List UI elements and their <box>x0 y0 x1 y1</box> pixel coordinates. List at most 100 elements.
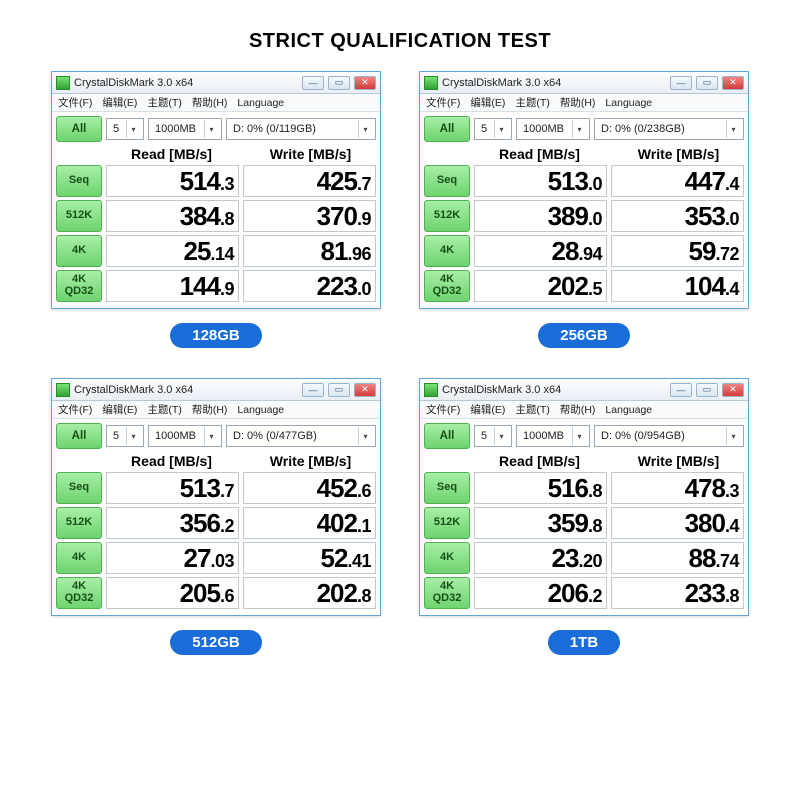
menu-item[interactable]: Language <box>237 97 284 109</box>
close-button[interactable]: ✕ <box>354 383 376 397</box>
menu-item[interactable]: 编辑(E) <box>470 95 505 110</box>
runs-select[interactable]: 5▾ <box>474 118 512 140</box>
app-icon <box>424 76 438 90</box>
test-button[interactable]: Seq <box>56 472 102 504</box>
drive-select[interactable]: D: 0% (0/477GB)▾ <box>226 425 376 447</box>
run-all-button[interactable]: All <box>424 423 470 449</box>
minimize-button[interactable]: — <box>302 76 324 90</box>
menu-item[interactable]: 文件(F) <box>426 95 460 110</box>
test-button[interactable]: 4K <box>424 542 470 574</box>
menu-item[interactable]: Language <box>605 97 652 109</box>
benchmark-window: CrystalDiskMark 3.0 x64— ▭ ✕ 文件(F) 编辑(E) 主题(T… <box>419 378 749 616</box>
read-value: 144.9 <box>106 270 239 302</box>
test-button[interactable]: Seq <box>424 472 470 504</box>
write-value: 202.8 <box>243 577 376 609</box>
close-button[interactable]: ✕ <box>354 76 376 90</box>
read-value: 384.8 <box>106 200 239 232</box>
read-value: 359.8 <box>474 507 607 539</box>
write-value: 447.4 <box>611 165 744 197</box>
run-all-button[interactable]: All <box>56 116 102 142</box>
test-button[interactable]: 4KQD32 <box>424 577 470 609</box>
write-value: 223.0 <box>243 270 376 302</box>
write-value: 104.4 <box>611 270 744 302</box>
app-icon <box>424 383 438 397</box>
write-value: 81.96 <box>243 235 376 267</box>
write-header: Write [MB/s] <box>609 453 748 469</box>
read-value: 513.7 <box>106 472 239 504</box>
capacity-badge: 256GB <box>538 323 630 348</box>
test-button[interactable]: Seq <box>56 165 102 197</box>
menu-item[interactable]: 编辑(E) <box>102 402 137 417</box>
size-select[interactable]: 1000MB▾ <box>516 425 590 447</box>
benchmark-window: CrystalDiskMark 3.0 x64—▭✕文件(F)编辑(E)主题(T… <box>51 378 381 616</box>
write-value: 353.0 <box>611 200 744 232</box>
read-header: Read [MB/s] <box>102 453 241 469</box>
size-select[interactable]: 1000MB▾ <box>516 118 590 140</box>
read-header: Read [MB/s] <box>102 146 241 162</box>
menu-item[interactable]: 编辑(E) <box>102 95 137 110</box>
app-icon <box>56 76 70 90</box>
write-value: 402.1 <box>243 507 376 539</box>
run-all-button[interactable]: All <box>56 423 102 449</box>
menu-item[interactable]: 主题(T) <box>147 402 181 417</box>
runs-select[interactable]: 5▾ <box>106 425 144 447</box>
read-value: 206.2 <box>474 577 607 609</box>
capacity-badge: 512GB <box>170 630 262 655</box>
read-value: 28.94 <box>474 235 607 267</box>
test-button[interactable]: 4K <box>56 542 102 574</box>
menu-item[interactable]: 主题(T) <box>147 95 181 110</box>
minimize-button[interactable]: — <box>670 383 692 397</box>
menu-item[interactable]: 帮助(H) <box>560 95 596 110</box>
drive-select[interactable]: D: 0% (0/954GB)▾ <box>594 425 744 447</box>
menu-item[interactable]: Language <box>237 404 284 416</box>
runs-select[interactable]: 5▾ <box>106 118 144 140</box>
window-title: CrystalDiskMark 3.0 x64 <box>74 77 302 89</box>
test-button[interactable]: 4KQD32 <box>56 270 102 302</box>
write-header: Write [MB/s] <box>609 146 748 162</box>
menu-item[interactable]: 帮助(H) <box>192 402 228 417</box>
minimize-button[interactable]: — <box>670 76 692 90</box>
menu-item[interactable]: 编辑(E) <box>470 402 505 417</box>
benchmark-window: CrystalDiskMark 3.0 x64— ▭ ✕ 文件(F) 编辑(E) 主题(T… <box>51 71 381 309</box>
read-value: 205.6 <box>106 577 239 609</box>
test-button[interactable]: 4KQD32 <box>424 270 470 302</box>
menu-item[interactable]: 文件(F) <box>426 402 460 417</box>
close-button[interactable]: ✕ <box>722 383 744 397</box>
menu-item[interactable]: 文件(F) <box>58 95 92 110</box>
test-button[interactable]: 512K <box>56 507 102 539</box>
size-select[interactable]: 1000MB▾ <box>148 118 222 140</box>
write-value: 88.74 <box>611 542 744 574</box>
drive-select[interactable]: D: 0% (0/238GB)▾ <box>594 118 744 140</box>
test-button[interactable]: Seq <box>424 165 470 197</box>
window-title: CrystalDiskMark 3.0 x64 <box>442 384 670 396</box>
menubar: 文件(F) 编辑(E) 主题(T) 帮助(H) Language <box>420 94 748 112</box>
maximize-button[interactable]: ▭ <box>696 76 718 90</box>
test-button[interactable]: 4KQD32 <box>56 577 102 609</box>
write-value: 370.9 <box>243 200 376 232</box>
maximize-button[interactable]: ▭ <box>696 383 718 397</box>
close-button[interactable]: ✕ <box>722 76 744 90</box>
size-select[interactable]: 1000MB▾ <box>148 425 222 447</box>
menu-item[interactable]: Language <box>605 404 652 416</box>
test-button[interactable]: 512K <box>424 200 470 232</box>
test-button[interactable]: 4K <box>56 235 102 267</box>
runs-select[interactable]: 5▾ <box>474 425 512 447</box>
maximize-button[interactable]: ▭ <box>328 76 350 90</box>
test-button[interactable]: 512K <box>424 507 470 539</box>
menu-item[interactable]: 主题(T) <box>515 402 549 417</box>
menu-item[interactable]: 帮助(H) <box>560 402 596 417</box>
minimize-button[interactable]: — <box>302 383 324 397</box>
capacity-badge: 1TB <box>548 630 620 655</box>
write-value: 425.7 <box>243 165 376 197</box>
read-value: 25.14 <box>106 235 239 267</box>
read-value: 27.03 <box>106 542 239 574</box>
menu-item[interactable]: 帮助(H) <box>192 95 228 110</box>
maximize-button[interactable]: ▭ <box>328 383 350 397</box>
test-button[interactable]: 4K <box>424 235 470 267</box>
read-header: Read [MB/s] <box>470 146 609 162</box>
menu-item[interactable]: 文件(F) <box>58 402 92 417</box>
run-all-button[interactable]: All <box>424 116 470 142</box>
drive-select[interactable]: D: 0% (0/119GB)▾ <box>226 118 376 140</box>
test-button[interactable]: 512K <box>56 200 102 232</box>
menu-item[interactable]: 主题(T) <box>515 95 549 110</box>
